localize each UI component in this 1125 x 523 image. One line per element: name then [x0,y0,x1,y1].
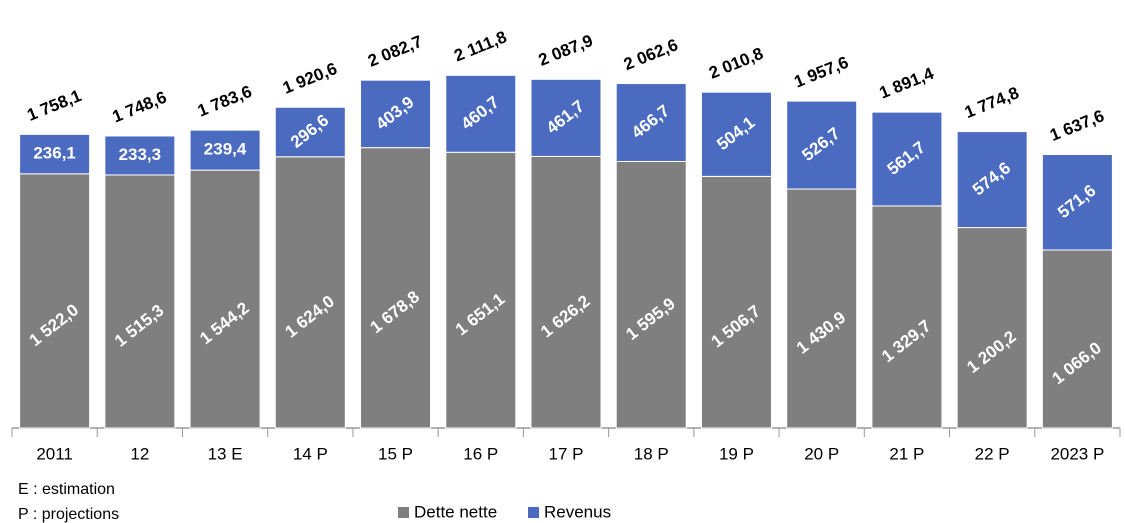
total-label: 2 062,6 [621,35,681,74]
value-label: 233,3 [119,145,162,164]
value-label: 239,4 [204,140,247,159]
bar-segment [104,135,176,176]
total-label: 1 774,8 [962,83,1022,122]
x-tick-label: 22 P [975,444,1010,463]
note: E : estimation [18,481,115,498]
x-tick-label: 2011 [36,444,73,463]
note: P : projections [18,506,119,523]
total-label: 1 637,6 [1047,106,1107,145]
bar-segment [786,100,858,190]
bar-segment [445,151,517,429]
total-label: 2 010,8 [706,44,766,83]
legend-swatch [528,507,539,518]
bar-segment [189,169,261,429]
bar-segment [104,174,176,429]
x-tick-label: 21 P [889,444,924,463]
bar-segment [615,83,687,162]
legend-label: Dette nette [414,502,497,521]
total-label: 1 920,6 [280,59,340,98]
bar-segment [360,79,432,149]
legend-swatch [398,507,409,518]
x-tick-label: 17 P [549,444,584,463]
value-label: 236,1 [33,144,76,163]
total-label: 1 748,6 [110,88,170,127]
bar-segment [700,175,772,429]
x-tick-label: 2023 P [1050,444,1104,463]
bar-segment [274,156,346,429]
x-tick-label: 15 P [378,444,413,463]
total-label: 2 087,9 [536,31,596,70]
bar-segment [530,78,602,157]
bar-segment [1041,154,1113,251]
total-label: 1 758,1 [24,86,84,125]
x-tick-label: 13 E [208,444,243,463]
total-label: 1 783,6 [195,82,255,121]
x-tick-label: 20 P [804,444,839,463]
bar-segment [615,160,687,429]
x-tick-label: 18 P [634,444,669,463]
bar-segment [956,227,1028,429]
legend: Dette nette Revenus [398,502,611,521]
bar-segment [700,91,772,177]
x-tick-label: 12 [130,444,149,463]
bar-segment [19,133,91,175]
legend-label: Revenus [544,502,611,521]
bar-segment [189,129,261,171]
bar-segment [871,205,943,429]
bar-segment [786,188,858,429]
x-tick-label: 16 P [463,444,498,463]
bar-segment [871,111,943,207]
bar-segment [956,131,1028,229]
bar-segment [274,106,346,158]
total-label: 1 891,4 [877,64,937,103]
bar-segment [445,74,517,153]
bar-segment [19,173,91,429]
x-tick-label: 19 P [719,444,754,463]
bar-segment [360,147,432,429]
total-label: 2 082,7 [365,32,425,71]
x-tick-label: 14 P [293,444,328,463]
bar-segment [1041,249,1113,429]
bar-segment [530,155,602,429]
total-label: 2 111,8 [451,27,509,65]
total-label: 1 957,6 [791,53,851,92]
